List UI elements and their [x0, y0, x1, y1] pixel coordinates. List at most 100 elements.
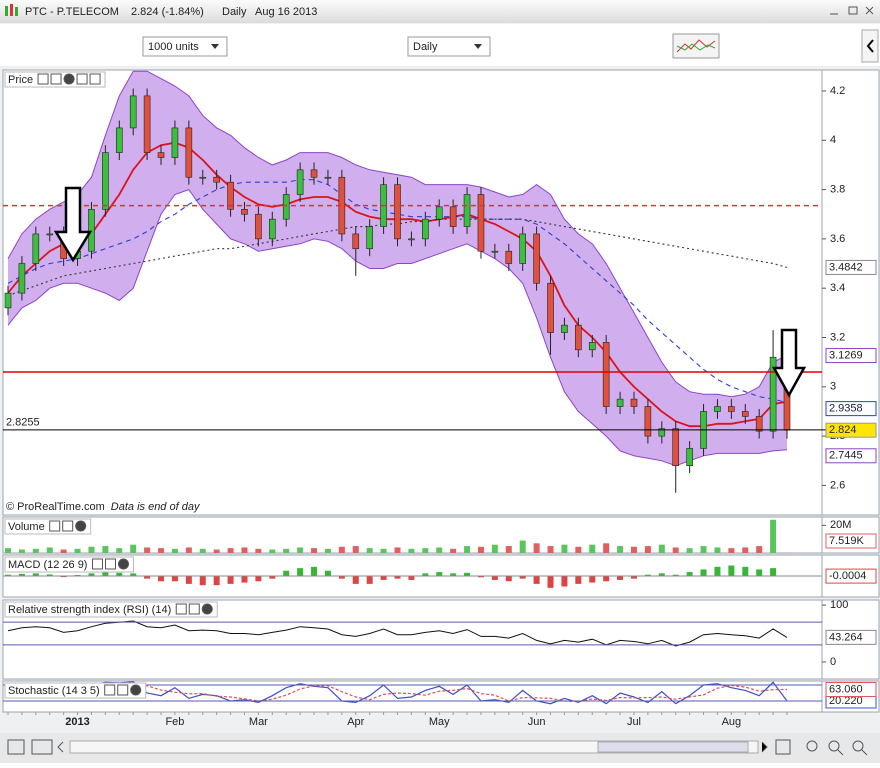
candle-body	[116, 128, 122, 153]
icon	[118, 685, 128, 695]
candle-body	[88, 209, 94, 251]
y-tick-label: 0	[830, 656, 836, 668]
y-tick-label: 3.8	[830, 183, 845, 195]
candle-body	[520, 234, 526, 264]
candle-body	[548, 283, 554, 332]
volume-bar	[617, 546, 623, 553]
panel-icon[interactable]	[189, 604, 199, 614]
chart-style-button[interactable]	[673, 34, 719, 58]
candle-body	[186, 128, 192, 177]
candle-body	[367, 227, 373, 249]
candle-body	[631, 399, 637, 406]
macd-bar	[283, 571, 289, 576]
x-tick-label: Aug	[722, 716, 742, 728]
volume-bar	[603, 543, 609, 553]
panel-icon[interactable]	[118, 559, 128, 569]
value-label: 2.7445	[829, 450, 863, 462]
volume-bar	[61, 550, 67, 553]
icon	[51, 74, 61, 84]
icon	[105, 559, 115, 569]
panel-header: MACD (12 26 9)	[5, 557, 133, 572]
volume-bar	[283, 549, 289, 553]
candle-body	[408, 239, 414, 240]
panel-icon[interactable]	[90, 74, 100, 84]
macd-bar	[701, 569, 707, 576]
panel-icon[interactable]	[51, 74, 61, 84]
panel-icon[interactable]	[176, 604, 186, 614]
macd-bar	[241, 576, 247, 583]
panel-header: Price	[5, 72, 105, 87]
x-tick-label: 2013	[65, 716, 89, 728]
value-label: 2.9358	[829, 403, 863, 415]
macd-bar	[742, 567, 748, 576]
y-tick-label: 4.2	[830, 85, 845, 97]
panel-icon[interactable]	[92, 559, 102, 569]
volume-bar	[422, 548, 428, 553]
x-tick-label: Mar	[249, 716, 268, 728]
macd-bar	[603, 576, 609, 581]
candle-body	[561, 325, 567, 332]
panel-title: Volume	[8, 521, 45, 533]
x-tick-label: May	[429, 716, 450, 728]
candle-body	[575, 325, 581, 350]
panel-icon[interactable]	[38, 74, 48, 84]
candle-body	[353, 234, 359, 249]
bottom-tools[interactable]	[8, 740, 867, 755]
macd-bar	[325, 571, 331, 576]
candle-body	[311, 170, 317, 177]
panel-icon[interactable]	[77, 74, 87, 84]
panel-icon[interactable]	[50, 521, 60, 531]
panel-icon[interactable]	[105, 559, 115, 569]
candle-body	[5, 293, 11, 308]
macd-bar	[408, 576, 414, 580]
icon	[63, 521, 73, 531]
panel-icon[interactable]	[105, 685, 115, 695]
candle-body	[241, 209, 247, 214]
panel-icon[interactable]	[76, 521, 86, 531]
macd-bar	[728, 566, 734, 577]
panel-icon[interactable]	[63, 521, 73, 531]
candle-body	[589, 342, 595, 349]
candle-body	[756, 416, 762, 431]
candle-body	[255, 214, 261, 239]
period: Daily	[222, 6, 247, 18]
panel-title: MACD (12 26 9)	[8, 559, 87, 571]
candle-body	[603, 342, 609, 406]
icon	[38, 74, 48, 84]
y-tick-label: 3.6	[830, 233, 845, 245]
value-label: 2.824	[829, 424, 857, 436]
panel-icon[interactable]	[131, 685, 141, 695]
value-label: -0.0004	[829, 570, 866, 582]
volume-bar	[631, 547, 637, 553]
icon	[76, 521, 86, 531]
symbol: PTC - P.TELECOM	[25, 6, 119, 18]
macd-bar	[228, 576, 234, 584]
macd-bar	[158, 576, 164, 581]
volume-bar	[200, 549, 206, 553]
candle-body	[422, 219, 428, 239]
units: 1000 units	[148, 41, 199, 53]
panel-icon[interactable]	[118, 685, 128, 695]
value-label: 7.519K	[829, 535, 865, 547]
macd-bar	[589, 576, 595, 583]
candle-body	[742, 411, 748, 416]
macd-bar	[214, 576, 220, 585]
candle-body	[33, 234, 39, 264]
panel-title: Price	[8, 74, 33, 86]
candle-body	[47, 234, 53, 235]
panel-icon[interactable]	[64, 74, 74, 84]
candle-body	[283, 195, 289, 220]
panel-icon[interactable]	[202, 604, 212, 614]
macd-bar	[436, 572, 442, 576]
icon	[64, 74, 74, 84]
volume-bar	[408, 549, 414, 553]
volume-bar	[645, 546, 651, 553]
macd-bar	[561, 576, 567, 587]
volume-bar	[269, 550, 275, 553]
icon	[105, 685, 115, 695]
side-toggle[interactable]	[862, 30, 878, 62]
icon	[176, 604, 186, 614]
volume-bar	[75, 549, 81, 553]
y-tick-label: 2.6	[830, 479, 845, 491]
